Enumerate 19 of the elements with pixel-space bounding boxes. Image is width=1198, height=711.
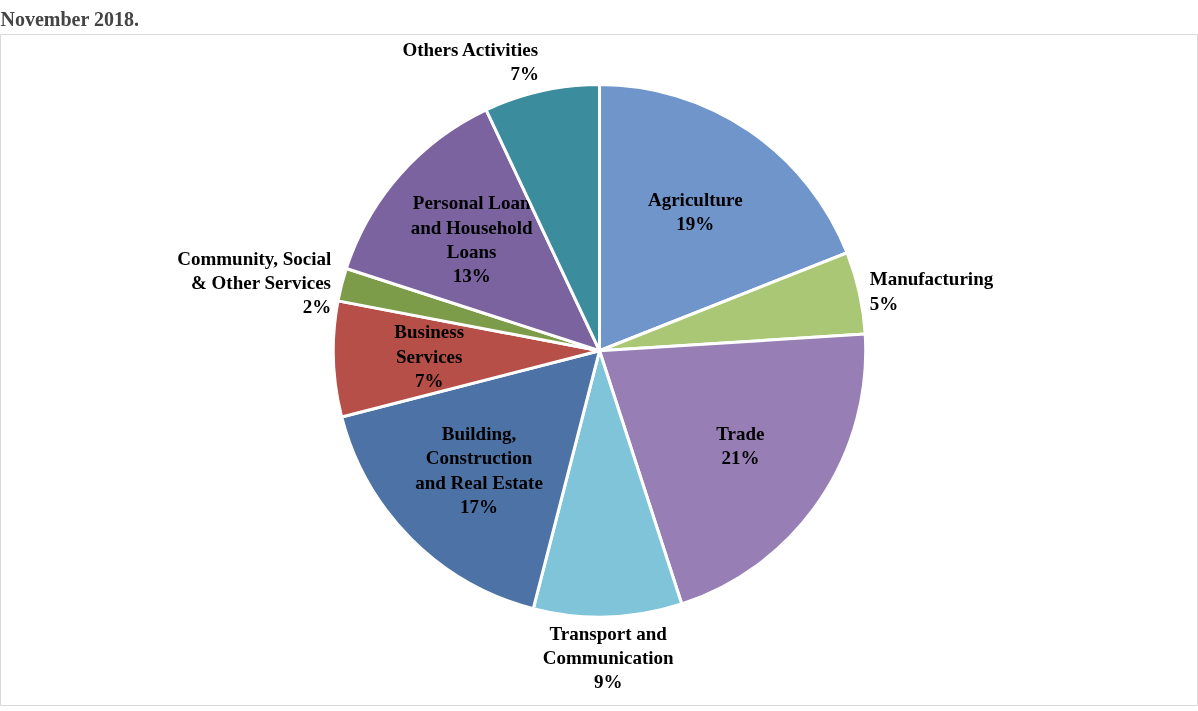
data-label: 2%: [302, 296, 332, 318]
chart-title: November 2018.: [0, 7, 139, 30]
slice-label: Business Services: [394, 321, 465, 367]
slice-label: Manufacturing: [869, 268, 994, 290]
data-label: 5%: [869, 292, 899, 314]
data-label: 9%: [593, 670, 623, 692]
slice-label: Agriculture: [647, 188, 743, 210]
slice-label: Transport and Communication: [542, 622, 675, 668]
slice-label: Personal Loan and Household Loans: [410, 192, 534, 262]
slice-label: Building, Construction and Real Estate: [415, 423, 543, 493]
data-label: 21%: [721, 447, 760, 469]
slice-label: Trade: [716, 422, 765, 444]
data-label: 7%: [414, 369, 444, 391]
slice-label: Others Activities: [402, 39, 539, 61]
slice-label: Community, Social & Other Services: [177, 247, 332, 294]
data-label: 7%: [510, 63, 540, 85]
data-label: 19%: [676, 212, 715, 234]
data-label: 13%: [452, 264, 491, 286]
data-label: 17%: [460, 495, 499, 517]
